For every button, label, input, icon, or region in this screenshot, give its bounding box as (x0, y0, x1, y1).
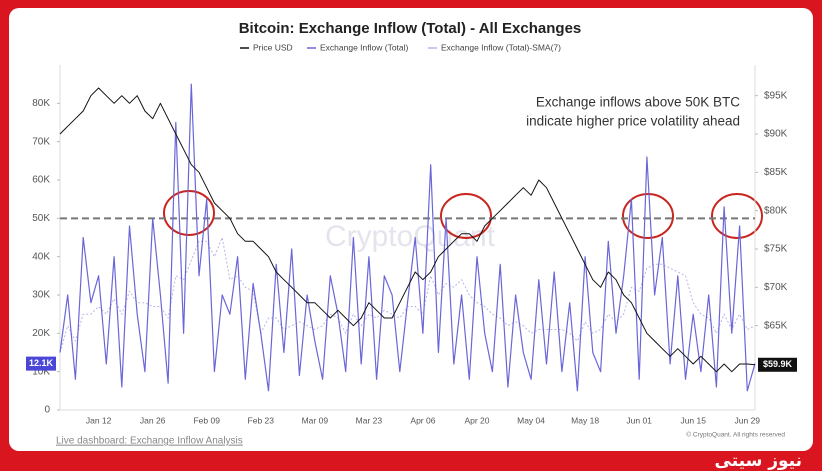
x-tick-label: Apr 06 (410, 415, 435, 425)
x-tick-label: Mar 09 (302, 415, 329, 425)
x-tick-label: Jun 29 (735, 415, 761, 425)
watermark: CryptoQuant (325, 220, 496, 253)
current-value-tag (758, 357, 797, 372)
y2-tick-label: $65K (764, 320, 788, 331)
y2-tick-label: $95K (764, 90, 788, 101)
footer-link[interactable]: Live dashboard: Exchange Inflow Analysis (56, 436, 243, 447)
y-tick-label: 50K (32, 213, 50, 224)
copyright: © CryptoQuant. All rights reserved (686, 431, 785, 439)
x-tick-label: Mar 23 (356, 415, 383, 425)
x-tick-label: May 04 (517, 415, 545, 425)
highlight (622, 193, 674, 239)
y2-tick-label: $75K (764, 244, 788, 255)
y-tick-label: 60K (32, 175, 50, 186)
x-tick-label: Jun 15 (680, 415, 706, 425)
y-tick-label: 20K (32, 328, 50, 339)
y-tick-label: 0 (44, 405, 50, 416)
current-value-label: 12.1K (29, 358, 54, 368)
x-tick-label: May 18 (571, 415, 599, 425)
x-tick-label: Apr 20 (464, 415, 489, 425)
x-tick-label: Jan 26 (140, 415, 166, 425)
y2-tick-label: $85K (764, 167, 788, 178)
annotation: indicate higher price volatility ahead (526, 114, 740, 129)
y-tick-label: 10K (32, 366, 50, 377)
brand: نیوز سیتی (715, 451, 802, 471)
highlight (163, 190, 215, 236)
series-line (59, 83, 756, 392)
legend-label: Price USD (253, 42, 293, 52)
brand-bg (697, 452, 813, 471)
legend-label: Exchange Inflow (Total)-SMA(7) (441, 42, 561, 52)
current-value-tag (26, 356, 56, 371)
panel (9, 8, 813, 451)
current-value-label: $59.9K (763, 359, 793, 369)
highlight (711, 193, 763, 239)
y-tick-label: 30K (32, 290, 50, 301)
x-tick-label: Feb 23 (248, 415, 275, 425)
annotation: Exchange inflows above 50K BTC (536, 95, 740, 110)
highlight (440, 193, 492, 239)
y2-tick-label: $70K (764, 282, 788, 293)
y-tick-label: 80K (32, 98, 50, 109)
y-tick-label: 40K (32, 251, 50, 262)
highlight-circles (163, 190, 763, 239)
x-tick-label: Jun 01 (626, 415, 652, 425)
legend-label: Exchange Inflow (Total) (320, 42, 409, 52)
y2-tick-label: $90K (764, 129, 788, 140)
series-line (59, 87, 756, 373)
y2-tick-label: $80K (764, 205, 788, 216)
x-tick-label: Feb 09 (193, 415, 220, 425)
x-tick-label: Jan 12 (86, 415, 112, 425)
y-tick-label: 70K (32, 136, 50, 147)
chart-title: Bitcoin: Exchange Inflow (Total) - All E… (239, 20, 582, 37)
